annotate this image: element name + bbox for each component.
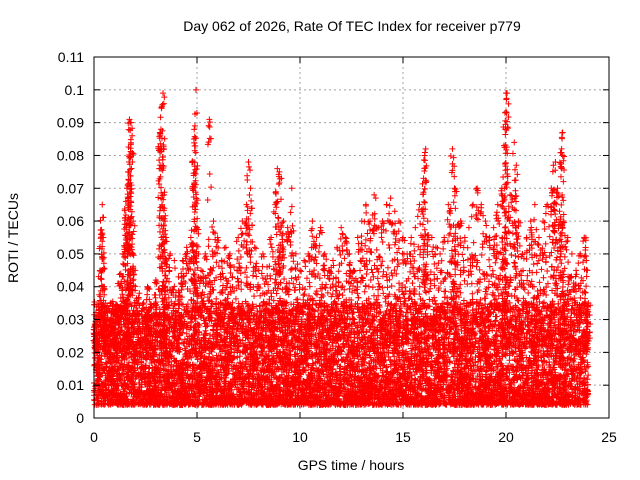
data-point [476,266,483,273]
data-point [232,295,239,302]
data-point [539,362,546,369]
data-point [391,353,398,360]
data-point [584,376,591,383]
data-point [493,295,500,302]
data-point [546,359,553,366]
data-points [90,86,594,408]
data-point [360,323,367,330]
data-point [384,302,391,309]
data-point [251,293,258,300]
